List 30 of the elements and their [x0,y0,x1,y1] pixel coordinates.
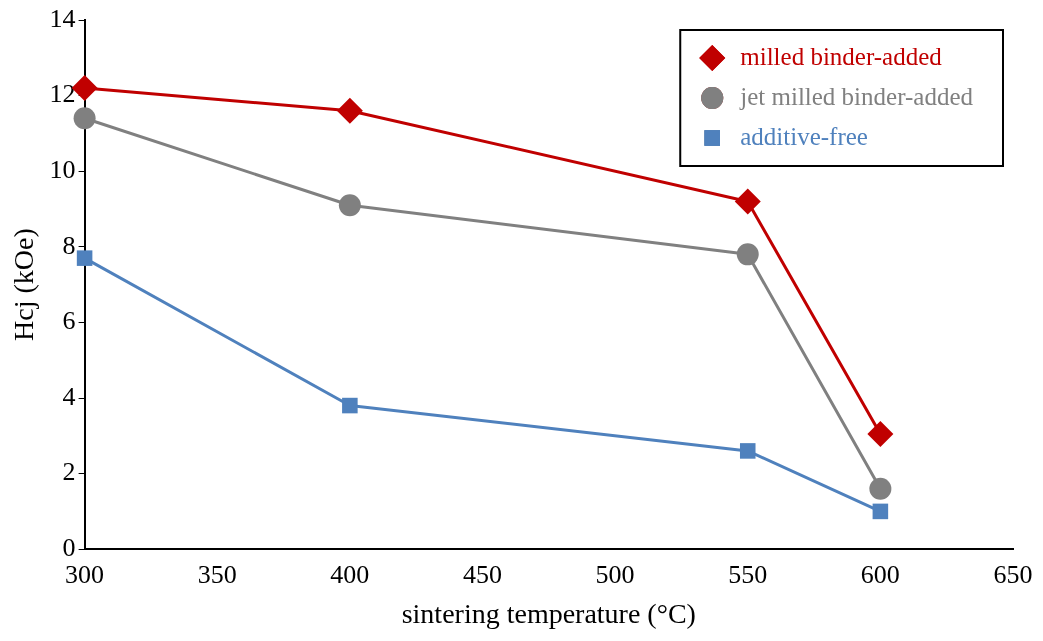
point [734,188,761,215]
legend-label: jet milled binder-added [739,82,974,110]
point [736,243,759,266]
y-tick-label: 14 [49,3,76,33]
x-tick-label: 600 [860,559,900,589]
x-tick-label: 550 [728,559,768,589]
y-tick-label: 6 [62,306,76,336]
x-tick-label: 400 [330,559,370,589]
legend-label: milled binder-added [740,42,943,70]
x-tick-label: 500 [595,559,635,589]
point [869,477,892,500]
x-axis-title: sintering temperature (°C) [401,597,696,629]
y-tick-label: 10 [49,155,76,185]
point [336,97,363,124]
x-tick-label: 450 [462,559,502,589]
y-axis-title: Hcj (kOe) [8,228,40,341]
point [76,250,93,266]
y-tick-label: 4 [62,381,76,411]
point [342,397,358,414]
point [872,503,889,520]
x-tick-label: 350 [197,559,237,589]
y-tick-label: 2 [62,457,76,487]
point [739,443,756,459]
y-tick-label: 8 [62,230,76,260]
point [867,420,894,447]
legend-label: additive-free [740,122,868,150]
point [338,194,361,217]
point [73,107,96,130]
x-tick-label: 650 [993,559,1033,589]
y-tick-label: 12 [49,79,76,109]
